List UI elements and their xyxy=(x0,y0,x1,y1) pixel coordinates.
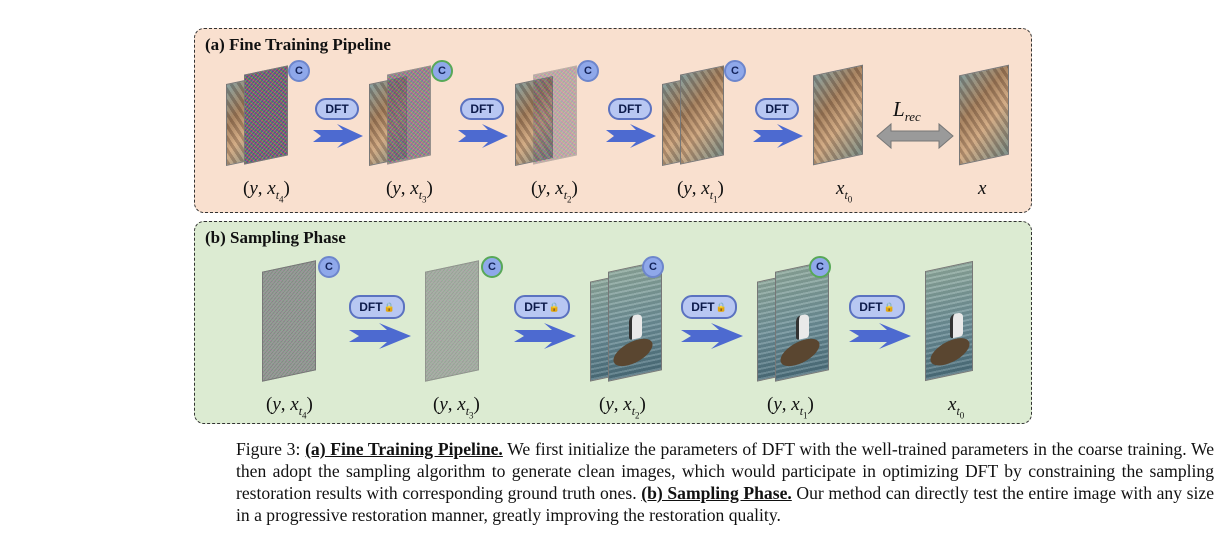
image-layer-front xyxy=(608,260,662,382)
state-label: xt0 xyxy=(948,394,965,421)
image-layer-front xyxy=(813,64,863,166)
right-arrow-icon xyxy=(514,323,576,349)
image-layer-front xyxy=(775,260,829,382)
image-layer-front xyxy=(925,260,973,382)
state-label: x xyxy=(978,178,987,199)
caption-part-a-text: We first initialize the parameters of DF… xyxy=(236,439,1214,503)
dft-arrow: DFT 🔒 xyxy=(681,295,751,351)
state-label: (y, xt3) xyxy=(433,394,480,421)
lock-icon: 🔒 xyxy=(715,301,727,312)
condition-badge-icon: C xyxy=(481,256,503,278)
heron-shape xyxy=(629,313,642,341)
condition-badge-icon: C xyxy=(809,256,831,278)
dft-arrow: DFT 🔒 xyxy=(849,295,919,351)
dft-module-label: DFT xyxy=(755,98,799,120)
dft-arrow: DFT 🔒 xyxy=(514,295,584,351)
image-stack xyxy=(925,256,1015,386)
image-layer-front xyxy=(959,64,1009,166)
dft-module-label: DFT 🔒 xyxy=(849,295,905,319)
dft-arrow: DFT xyxy=(606,98,656,150)
condition-badge-icon: C xyxy=(642,256,664,278)
loss-double-arrow-icon xyxy=(876,122,954,150)
caption-part-b-text: Our method can directly test the entire … xyxy=(236,483,1215,525)
condition-badge-icon: C xyxy=(431,60,453,82)
heron-shape xyxy=(796,313,809,341)
loss-label: Lrec xyxy=(893,97,921,125)
image-layer-front xyxy=(425,260,479,382)
right-arrow-icon xyxy=(313,124,363,148)
image-stack xyxy=(809,62,899,170)
lock-icon: 🔒 xyxy=(548,301,560,312)
caption-part-a-title: (a) Fine Training Pipeline. xyxy=(305,439,503,459)
image-layer-front xyxy=(680,65,724,165)
panel-a-title: (a) Fine Training Pipeline xyxy=(205,35,391,54)
lock-icon: 🔒 xyxy=(883,301,895,312)
state-label: (y, xt3) xyxy=(386,178,433,205)
image-layer-front xyxy=(262,260,316,382)
image-layer-front xyxy=(244,65,288,165)
caption-prefix: Figure 3: xyxy=(236,439,306,459)
right-arrow-icon xyxy=(681,323,743,349)
figure-caption: Figure 3: (a) Fine Training Pipeline. We… xyxy=(236,438,1214,526)
image-stack: C xyxy=(369,60,459,170)
state-label: (y, xt1) xyxy=(767,394,814,421)
dft-module-label: DFT xyxy=(608,98,652,120)
panel-sampling-phase: (b) Sampling Phase xyxy=(194,221,1032,424)
dft-arrow: DFT xyxy=(753,98,803,150)
condition-badge-icon: C xyxy=(288,60,310,82)
right-arrow-icon xyxy=(753,124,803,148)
dft-module-label: DFT xyxy=(460,98,504,120)
dft-arrow: DFT xyxy=(458,98,508,150)
caption-part-b-title: (b) Sampling Phase. xyxy=(641,483,792,503)
image-stack: C xyxy=(515,60,605,170)
image-stack: C xyxy=(425,256,515,386)
condition-badge-icon: C xyxy=(577,60,599,82)
dft-arrow: DFT 🔒 xyxy=(349,295,419,351)
dft-module-label: DFT 🔒 xyxy=(681,295,737,319)
state-label: (y, xt1) xyxy=(677,178,724,205)
branch-shape xyxy=(927,332,973,372)
lock-icon: 🔒 xyxy=(383,301,395,312)
image-stack: C xyxy=(757,256,847,386)
right-arrow-icon xyxy=(349,323,411,349)
state-label: (y, xt2) xyxy=(531,178,578,205)
image-layer-front xyxy=(533,65,577,165)
dft-module-label: DFT xyxy=(315,98,359,120)
image-stack: C xyxy=(590,256,680,386)
condition-badge-icon: C xyxy=(318,256,340,278)
right-arrow-icon xyxy=(606,124,656,148)
heron-shape xyxy=(950,312,963,339)
right-arrow-icon xyxy=(458,124,508,148)
state-label: xt0 xyxy=(836,178,853,205)
right-arrow-icon xyxy=(849,323,911,349)
panel-b-title: (b) Sampling Phase xyxy=(205,228,346,247)
dft-arrow: DFT xyxy=(313,98,363,150)
image-stack: C xyxy=(662,60,752,170)
image-stack xyxy=(955,62,1045,170)
state-label: (y, xt4) xyxy=(243,178,290,205)
dft-module-label: DFT 🔒 xyxy=(349,295,405,319)
image-stack: C xyxy=(262,256,352,386)
image-layer-front xyxy=(387,65,431,165)
state-label: (y, xt4) xyxy=(266,394,313,421)
panel-fine-training: (a) Fine Training Pipeline xyxy=(194,28,1032,213)
dft-module-label: DFT 🔒 xyxy=(514,295,570,319)
condition-badge-icon: C xyxy=(724,60,746,82)
state-label: (y, xt2) xyxy=(599,394,646,421)
image-stack: C xyxy=(226,60,316,170)
